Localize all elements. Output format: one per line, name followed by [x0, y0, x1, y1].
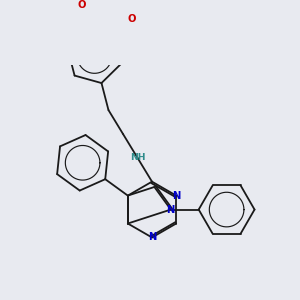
Text: N: N — [172, 190, 180, 201]
Text: N: N — [167, 205, 175, 214]
Text: O: O — [128, 14, 136, 24]
Text: NH: NH — [130, 153, 146, 162]
Text: O: O — [77, 0, 86, 10]
Text: N: N — [148, 232, 156, 242]
